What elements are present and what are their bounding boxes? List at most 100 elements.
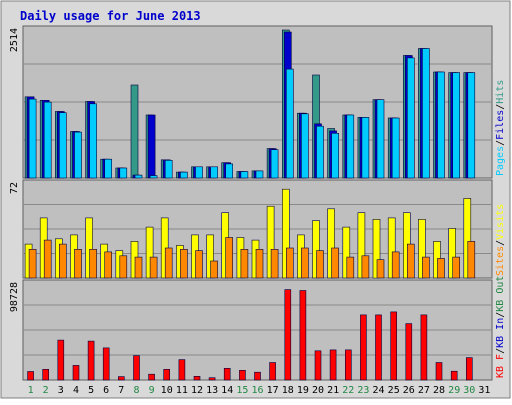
bar-kbytes-kb-f (375, 314, 382, 381)
day-label: 10 (161, 385, 173, 396)
day-label: 8 (133, 385, 139, 396)
legend-hits: Pages/Files/Hits (495, 80, 506, 176)
day-label: 12 (191, 385, 203, 396)
bar-kbytes-kb-f (344, 349, 352, 381)
bar-visits-sites (301, 247, 309, 279)
bar-kbytes-kb-f (27, 371, 34, 381)
day-label: 24 (372, 385, 384, 396)
bar-hits-pages (467, 72, 476, 179)
legend-entry: KB In (495, 318, 506, 348)
day-label: 5 (88, 385, 94, 396)
bar-hits-pages (316, 125, 324, 179)
bar-hits-pages (134, 174, 143, 179)
bar-hits-pages (376, 99, 385, 179)
bar-visits-visits (85, 217, 93, 279)
legend-entry: KB Out (495, 276, 506, 312)
bar-kbytes-kb-f (329, 349, 337, 381)
bar-hits-pages (180, 171, 188, 179)
chart-panels: 2514 Pages/Files/Hits 72 Sites/Visits 98728 K… (9, 25, 506, 381)
bar-kbytes-kb-f (435, 362, 443, 381)
bar-kbytes-kb-f (299, 290, 307, 381)
bar-visits-sites (180, 249, 188, 279)
y-max-label-hits: 2514 (9, 28, 20, 52)
bar-hits-pages (391, 117, 400, 179)
bar-kbytes-kb-f (223, 367, 231, 381)
bar-kbytes-kb-f (118, 376, 125, 381)
day-label: 2 (43, 385, 49, 396)
legend-entry: KB F (495, 354, 506, 378)
day-label: 23 (357, 385, 369, 396)
bar-hits-pages (210, 166, 218, 179)
bar-kbytes-kb-f (239, 369, 246, 381)
bar-visits-visits (357, 212, 366, 279)
day-label: 21 (327, 385, 339, 396)
bar-visits-sites (467, 241, 476, 279)
bar-visits-visits (418, 219, 426, 279)
legend-entry: Visits (495, 204, 506, 240)
bar-visits-sites (43, 239, 52, 279)
bar-hits-pages (240, 171, 249, 179)
bar-visits-sites (58, 243, 67, 279)
legend-kbytes: KB F/KB In/KB Out (495, 276, 506, 378)
day-label: 17 (267, 385, 279, 396)
day-label: 16 (251, 385, 263, 396)
bar-visits-visits (281, 188, 290, 279)
bar-visits-sites (89, 249, 97, 279)
bar-hits-pages (149, 175, 158, 179)
bar-kbytes-kb-f (193, 375, 201, 381)
bar-kbytes-kb-f (163, 368, 170, 381)
day-label: 14 (221, 385, 233, 396)
bar-visits-sites (422, 256, 430, 279)
panel-visits: 72 Sites/Visits (9, 179, 506, 279)
day-label: 30 (463, 385, 475, 396)
bar-visits-sites (255, 249, 264, 279)
bar-visits-visits (206, 234, 214, 279)
bar-hits-pages (43, 101, 52, 179)
day-label: 28 (433, 385, 445, 396)
day-label: 19 (297, 385, 309, 396)
bar-kbytes-kb-f (72, 365, 80, 381)
bar-kbytes-kb-f (420, 314, 428, 381)
bar-visits-visits (266, 205, 275, 279)
day-label: 9 (149, 385, 155, 396)
bar-kbytes-kb-f (148, 373, 155, 381)
bar-hits-pages (270, 149, 279, 179)
bar-hits-pages (104, 158, 112, 179)
bar-hits-pages (255, 170, 264, 179)
bar-kbytes-kb-f (254, 371, 261, 381)
bar-visits-sites (452, 256, 461, 279)
bar-visits-sites (437, 258, 445, 279)
bar-hits-pages (89, 103, 97, 179)
bar-kbytes-kb-f (102, 347, 110, 381)
bar-hits-pages (74, 131, 82, 179)
bar-visits-sites (361, 255, 370, 279)
day-label: 6 (103, 385, 109, 396)
day-label: 26 (403, 385, 415, 396)
day-label: 25 (388, 385, 400, 396)
bar-visits-sites (134, 256, 143, 279)
bar-hits-files (147, 114, 156, 179)
bar-visits-sites (225, 237, 233, 279)
bar-kbytes-kb-f (133, 355, 140, 381)
bar-hits-pages (285, 68, 294, 179)
panel-kbytes: 98728 KB F/KB In/KB Out (9, 276, 506, 381)
bar-visits-sites (316, 250, 324, 279)
bar-kbytes-kb-f (42, 368, 50, 381)
bar-visits-sites (346, 256, 355, 279)
bar-hits-pages (422, 48, 430, 179)
bar-kbytes-kb-f (284, 289, 292, 381)
bar-hits-pages (346, 114, 355, 179)
day-label: 1 (28, 385, 34, 396)
bar-visits-sites (406, 243, 415, 279)
bar-hits-pages (119, 167, 128, 179)
bar-kbytes-kb-f (360, 314, 367, 381)
bar-visits-visits (145, 226, 154, 279)
day-axis-labels: 1 2 3 4 5 6 7 8 9 10 11 12 13 14 15 16 17 18 19 20 21 22 23 24 2… (28, 385, 491, 396)
legend-entry: Files (495, 110, 506, 140)
bar-visits-sites (331, 247, 339, 279)
bar-kbytes-kb-f (87, 340, 95, 381)
day-label: 29 (448, 385, 460, 396)
chart-title: Daily usage for June 2013 (20, 9, 201, 23)
